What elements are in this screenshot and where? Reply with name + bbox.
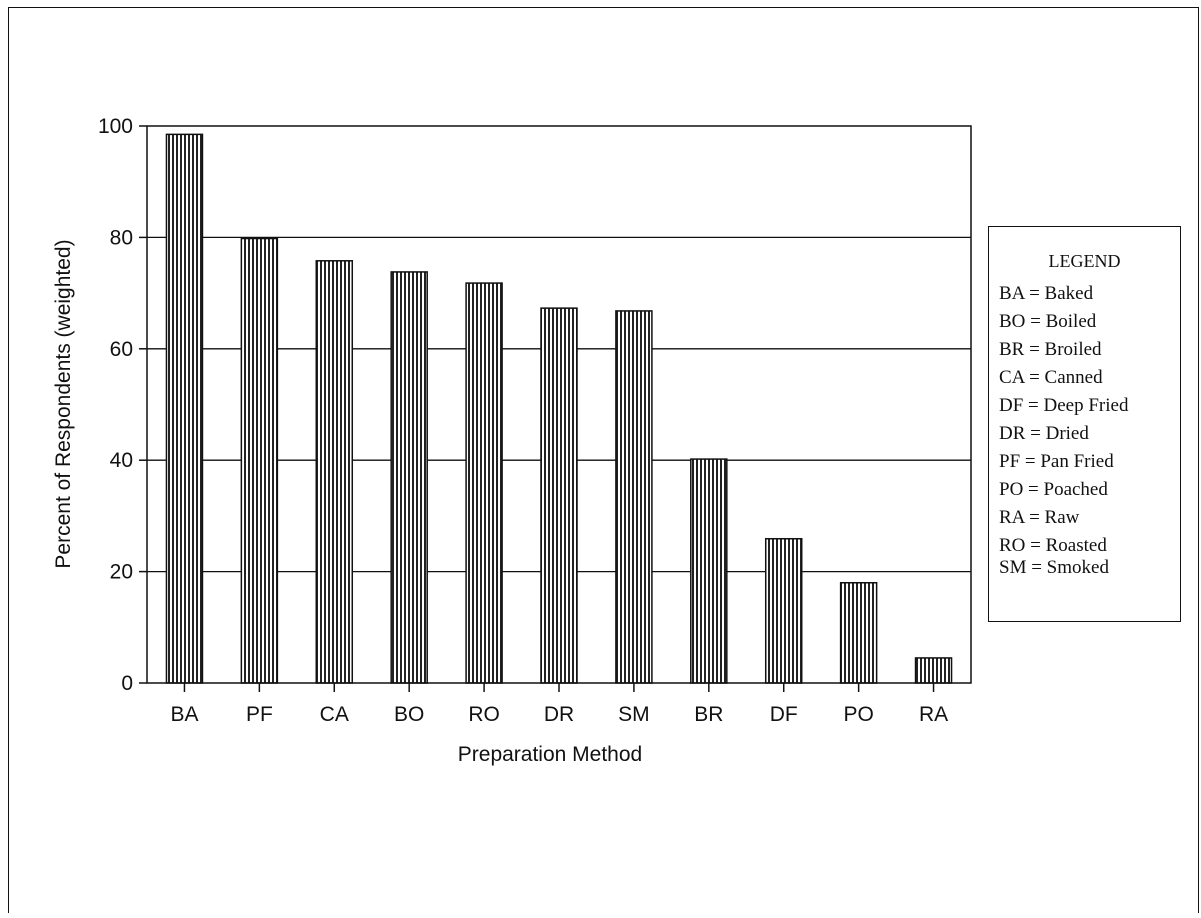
bar-sm	[615, 310, 653, 684]
x-tick-label-ro: RO	[468, 703, 500, 726]
y-tick-label-0: 0	[121, 672, 133, 695]
legend-item-dried: DR = Dried	[999, 423, 1089, 444]
x-tick-label-dr: DR	[544, 703, 574, 726]
x-tick-label-po: PO	[843, 703, 873, 726]
bar-br	[690, 458, 728, 684]
bar-pf	[240, 237, 279, 684]
legend-title: LEGEND	[1048, 251, 1121, 271]
y-tick-label-40: 40	[110, 449, 133, 472]
bar-bo	[390, 271, 428, 684]
legend-item-poached: PO = Poached	[999, 479, 1108, 500]
legend-item-boiled: BO = Boiled	[999, 311, 1097, 332]
bars	[165, 133, 953, 684]
bar-ca	[315, 260, 354, 684]
bar-dr	[540, 307, 578, 684]
y-axis-ticks: 0 20 40 60 80 100	[98, 115, 147, 695]
x-tick-label-pf: PF	[246, 703, 273, 726]
bar-df	[764, 537, 803, 684]
y-tick-label-60: 60	[110, 338, 133, 361]
x-tick-label-df: DF	[770, 703, 798, 726]
chart-frame	[8, 7, 1199, 913]
legend-item-roasted: RO = Roasted	[999, 535, 1107, 556]
x-tick-label-br: BR	[694, 703, 723, 726]
x-axis-title: Preparation Method	[458, 743, 642, 766]
x-tick-label-ra: RA	[919, 703, 948, 726]
x-tick-label-sm: SM	[618, 703, 650, 726]
legend-item-baked: BA = Baked	[999, 283, 1094, 304]
bar-ra	[914, 657, 953, 684]
y-tick-label-20: 20	[110, 561, 133, 584]
legend-item-deep-fried: DF = Deep Fried	[999, 395, 1129, 416]
x-tick-label-bo: BO	[394, 703, 424, 726]
bar-ro	[465, 282, 503, 684]
legend-item-canned: CA = Canned	[999, 367, 1103, 388]
legend: LEGEND BA = Baked BO = Boiled BR = Broil…	[988, 226, 1181, 622]
y-axis-title: Percent of Respondents (weighted)	[52, 239, 75, 568]
y-tick-label-80: 80	[110, 226, 133, 249]
x-tick-label-ba: BA	[170, 703, 198, 726]
x-tick-label-ca: CA	[320, 703, 349, 726]
bar-po	[839, 581, 878, 684]
y-tick-label-100: 100	[98, 115, 133, 138]
legend-item-raw: RA = Raw	[999, 507, 1080, 528]
x-axis-ticks: BA PF CA BO RO DR SM BR DF PO RA	[170, 683, 948, 726]
legend-item-pan-fried: PF = Pan Fried	[999, 451, 1114, 472]
bar-ba	[165, 133, 204, 684]
legend-item-smoked: SM = Smoked	[999, 557, 1109, 578]
legend-item-broiled: BR = Broiled	[999, 339, 1102, 360]
